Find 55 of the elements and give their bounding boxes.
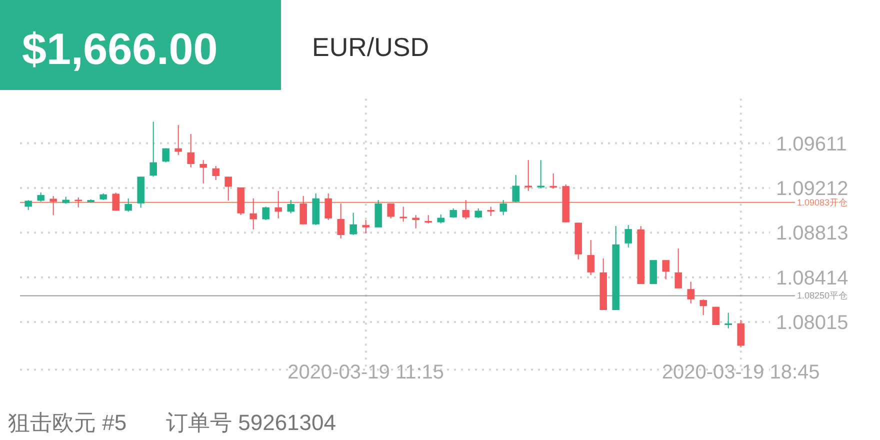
candlestick (674, 248, 682, 289)
candlestick (174, 124, 182, 156)
candlestick (500, 200, 507, 216)
candlestick (350, 212, 357, 236)
candlestick (687, 281, 694, 304)
candlestick (624, 224, 632, 248)
candlestick (250, 198, 257, 230)
candlestick (450, 208, 457, 218)
candlestick (724, 312, 732, 329)
chart-title: EUR/USD (312, 32, 430, 62)
chart-subtitle: $1,666.00 (22, 25, 218, 74)
candlestick (400, 206, 407, 222)
candlestick (387, 202, 394, 219)
candlestick (537, 160, 544, 189)
candlestick (50, 196, 57, 216)
candlestick (700, 298, 707, 316)
candlestick (662, 260, 670, 280)
candlestick (124, 198, 132, 212)
candlestick (224, 176, 232, 202)
y-tick-label: 1.09212 (776, 178, 848, 200)
candlestick (524, 160, 532, 192)
candlestick (487, 206, 494, 217)
candlestick (300, 196, 307, 225)
candlestick (112, 192, 120, 212)
candlestick (287, 200, 294, 214)
y-tick-label: 1.08414 (776, 267, 848, 290)
y-tick-label: 1.08813 (776, 222, 848, 245)
candlestick (337, 202, 344, 239)
candlestick (74, 196, 82, 208)
candlestick (187, 133, 194, 168)
candlestick (37, 192, 44, 202)
y-tick-label: 1.09611 (776, 133, 847, 156)
candlestick (162, 148, 170, 163)
candlestick (587, 240, 594, 276)
candlestick (650, 260, 657, 285)
candlestick (550, 172, 557, 189)
text: 订单号 59261304 (166, 410, 336, 435)
candlestick (212, 166, 220, 181)
candlestick (200, 160, 207, 184)
candlestick (374, 200, 382, 228)
candlestick (262, 206, 270, 220)
candlestick (324, 192, 332, 220)
ref-line-label: 1.08250平仓 (797, 290, 848, 301)
candlestick (274, 190, 282, 219)
candlestick (412, 214, 420, 229)
text: 狙击欧元 #5 (8, 410, 127, 435)
candlestick (462, 200, 470, 220)
x-tick-label: 2020-03-19 18:45 (662, 362, 820, 384)
y-tick-label: 1.08015 (776, 312, 848, 334)
ref-line-label: 1.09083开仓 (797, 197, 848, 208)
x-tick-label: 2020-03-19 11:15 (288, 362, 444, 384)
candlestick (512, 174, 520, 203)
candlestick (150, 121, 157, 178)
candlestick (474, 208, 482, 219)
candlestick (24, 200, 32, 211)
